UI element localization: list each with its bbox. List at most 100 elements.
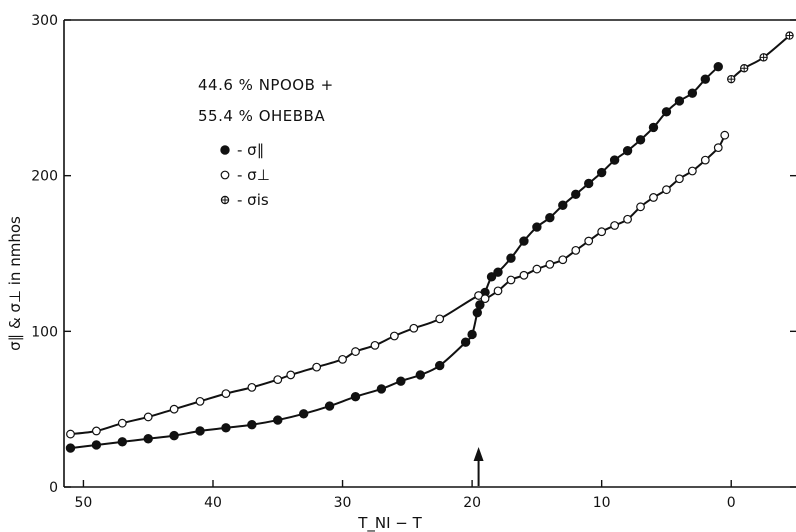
point-parallel [247, 420, 257, 430]
point-parallel [571, 189, 581, 200]
fit-curve-perpendicular [70, 134, 726, 436]
point-parallel [460, 337, 471, 347]
point-parallel [273, 415, 283, 425]
point-parallel [622, 146, 633, 156]
point-perpendicular [91, 426, 101, 436]
legend-label-isotropic: - σis [237, 191, 269, 209]
point-perpendicular [720, 130, 730, 140]
legend-marker-isotropic [220, 195, 230, 205]
point-isotropic [785, 31, 794, 40]
legend-label-parallel: - σ∥ [237, 141, 264, 159]
point-perpendicular [195, 396, 205, 406]
point-perpendicular [649, 193, 658, 202]
point-parallel [609, 155, 620, 165]
point-parallel [221, 423, 231, 433]
point-perpendicular [713, 143, 723, 153]
point-perpendicular [480, 294, 490, 304]
point-parallel [298, 409, 309, 419]
point-parallel [475, 300, 485, 310]
point-isotropic [759, 53, 768, 62]
x-tick-label: 50 [75, 495, 93, 511]
point-parallel [713, 61, 723, 72]
point-perpendicular [506, 275, 516, 285]
point-parallel [687, 88, 698, 98]
point-perpendicular [545, 259, 555, 269]
point-parallel [435, 360, 445, 371]
annotation-line-2: 55.4 % OHEBBA [198, 107, 325, 125]
fit-curve-parallel [70, 65, 719, 450]
axes [63, 19, 796, 488]
point-perpendicular [351, 347, 360, 356]
y-tick-label: 200 [31, 169, 58, 185]
x-tick-label: 0 [727, 495, 736, 511]
x-tick-label: 40 [204, 495, 222, 511]
point-perpendicular [312, 362, 322, 372]
x-tick-label: 10 [593, 495, 611, 511]
point-perpendicular [370, 340, 380, 350]
point-perpendicular [221, 389, 231, 399]
data-points [65, 31, 794, 453]
point-parallel [486, 272, 497, 282]
point-perpendicular [389, 331, 399, 341]
point-perpendicular [286, 370, 296, 380]
point-perpendicular [674, 174, 684, 184]
point-parallel [584, 178, 594, 189]
transition-arrow [473, 447, 484, 486]
point-perpendicular [558, 255, 568, 265]
point-perpendicular [169, 404, 179, 414]
legend-marker [220, 195, 230, 205]
point-parallel [661, 107, 672, 117]
x-axis-title: T_NI − T [357, 514, 422, 532]
point-parallel [376, 384, 387, 394]
point-perpendicular [409, 323, 419, 333]
x-tick-label: 30 [334, 495, 352, 511]
point-parallel [472, 307, 482, 318]
point-parallel [545, 212, 555, 223]
point-perpendicular [571, 245, 581, 255]
point-parallel [195, 426, 205, 436]
point-parallel [596, 167, 607, 178]
fit-curve-isotropic [730, 34, 791, 80]
annotation-line-1: 44.6 % NPOOB + [198, 76, 334, 94]
point-perpendicular [273, 375, 283, 384]
point-perpendicular [435, 314, 445, 324]
point-parallel [467, 329, 477, 340]
y-tick-label: 0 [49, 480, 58, 496]
legend-label-perpendicular: - σ⊥ [237, 166, 270, 184]
point-parallel [117, 437, 128, 447]
point-perpendicular [338, 354, 347, 364]
point-perpendicular [623, 214, 632, 224]
legend-marker-parallel [220, 145, 230, 155]
point-parallel [519, 236, 529, 246]
point-parallel [674, 96, 685, 106]
point-parallel [91, 440, 102, 450]
point-parallel [493, 267, 503, 277]
point-isotropic [727, 74, 736, 84]
legend-marker [220, 145, 230, 155]
legend-marker-perpendicular [220, 170, 230, 180]
point-parallel [396, 376, 406, 386]
point-parallel [700, 74, 711, 84]
point-parallel [635, 135, 646, 145]
point-parallel [558, 200, 568, 210]
point-parallel [506, 253, 516, 263]
point-perpendicular [636, 202, 645, 212]
y-axis-title: σ∥ & σ⊥ in nmhos [6, 216, 24, 351]
arrow-head [473, 447, 484, 461]
y-tick-label: 100 [31, 324, 58, 340]
point-perpendicular [532, 264, 542, 274]
point-perpendicular [700, 155, 710, 165]
x-tick-label: 20 [463, 495, 481, 511]
point-parallel [532, 222, 542, 232]
point-parallel [65, 443, 76, 453]
legend-marker [220, 170, 230, 180]
point-parallel [143, 434, 153, 444]
point-perpendicular [519, 270, 529, 280]
point-parallel [350, 392, 361, 402]
point-parallel [169, 430, 179, 441]
point-perpendicular [662, 185, 671, 195]
legend: - σ∥ - σ⊥ - σis [220, 141, 270, 209]
point-perpendicular [687, 166, 697, 176]
